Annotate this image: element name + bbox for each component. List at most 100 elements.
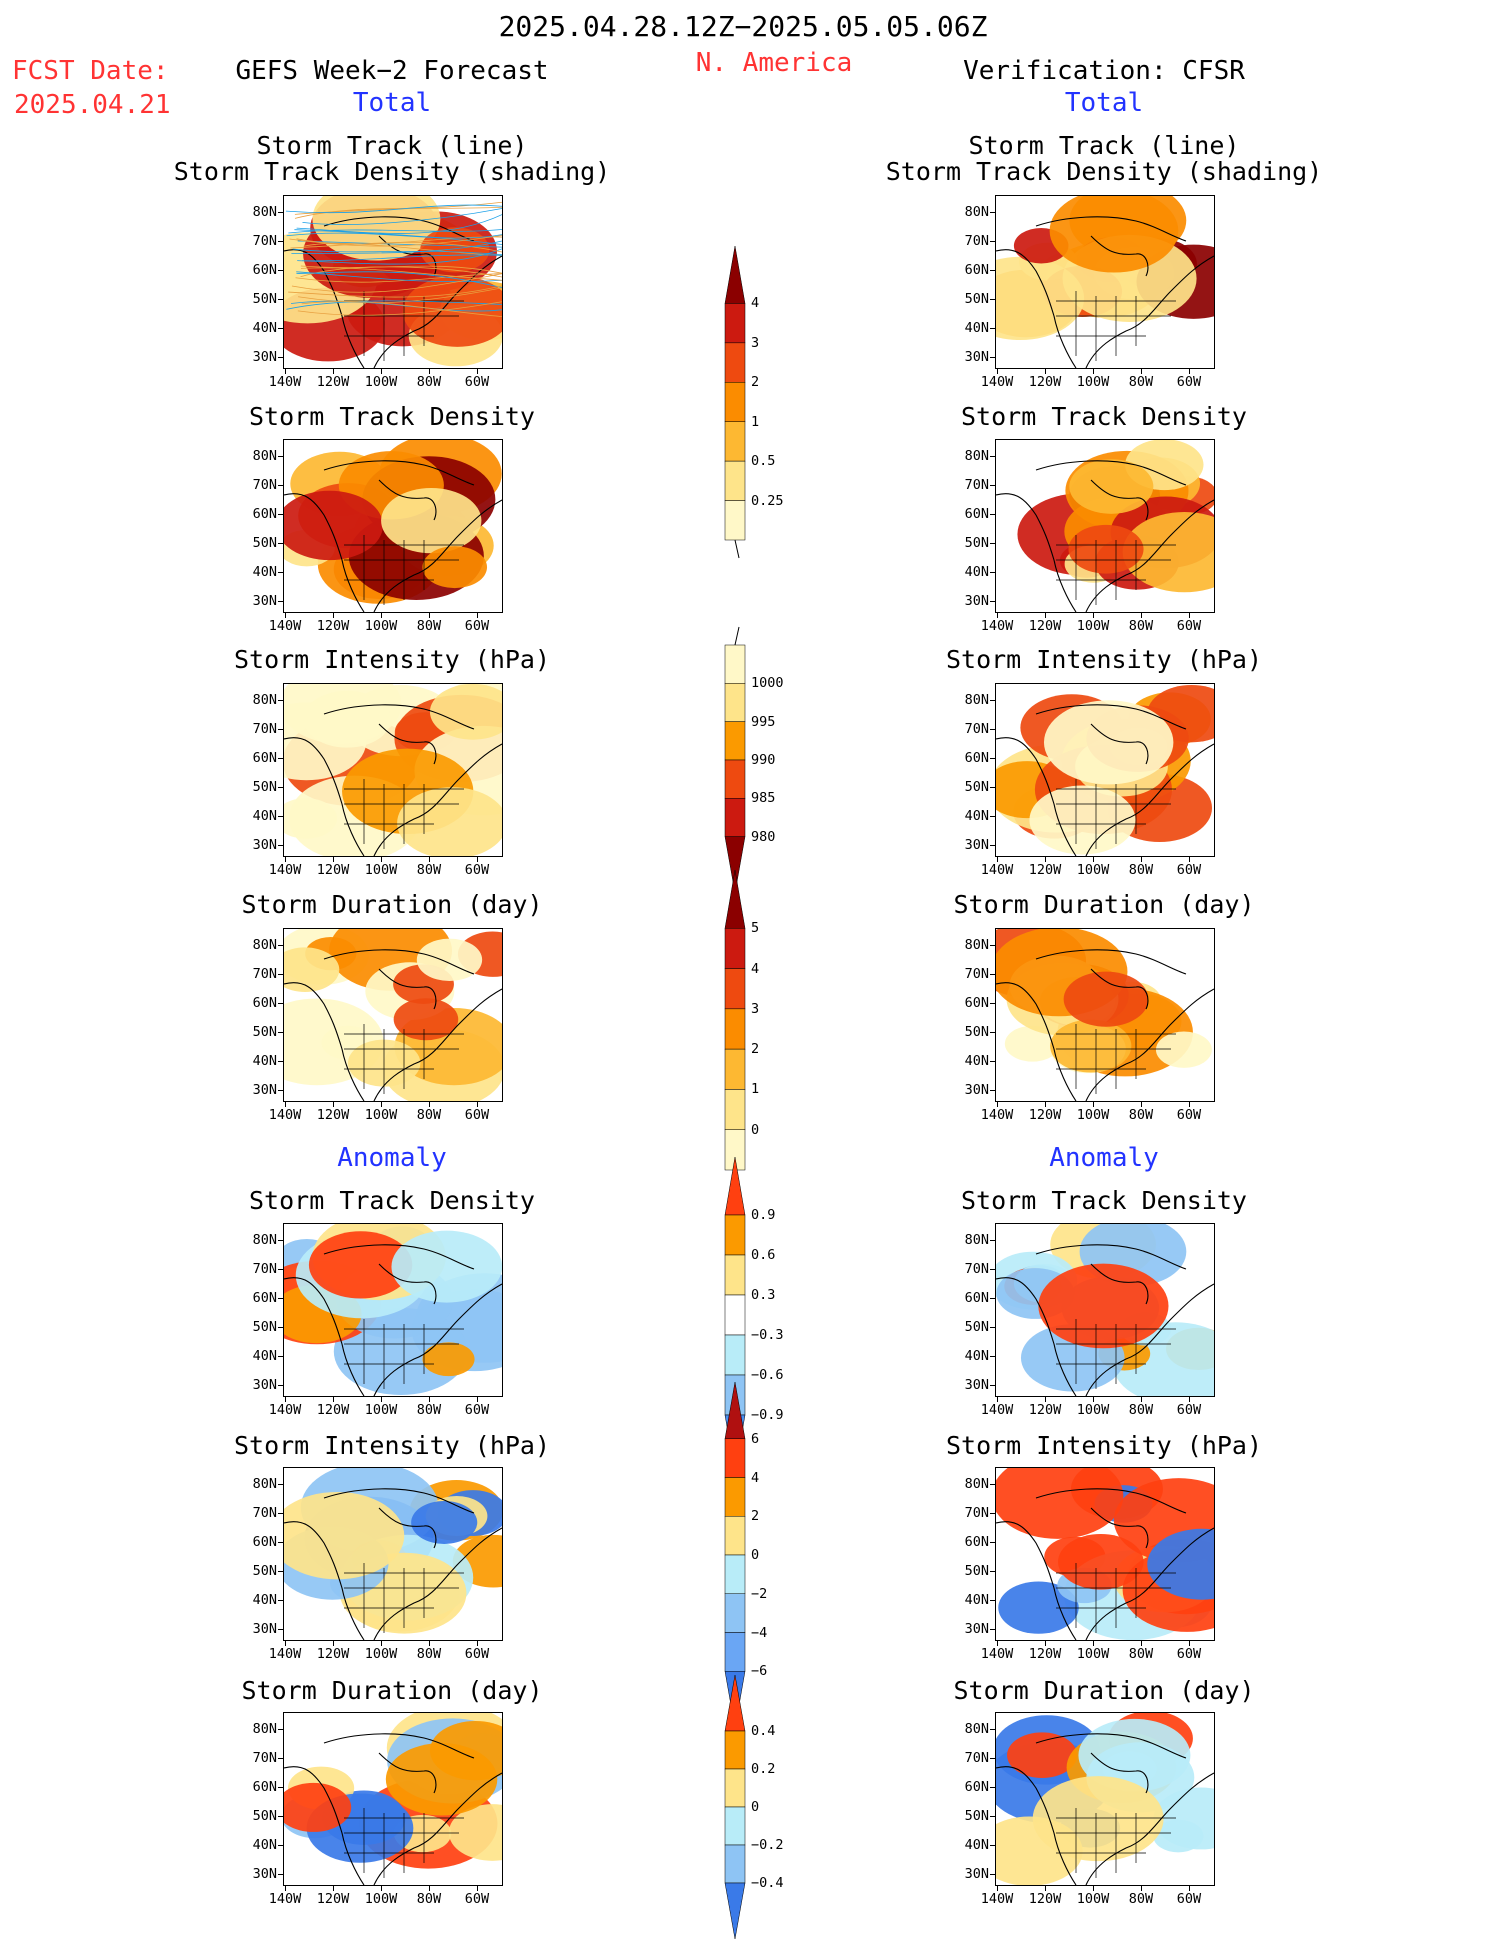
colorbar-label: 0 [751,1121,760,1138]
longitude-label: 100W [1076,374,1110,390]
left-duration-title: Storm Duration (day) [241,890,543,919]
longitude-label: 60W [1176,1891,1202,1907]
coastline [996,1733,1214,1885]
forecast-map-panel [283,1712,503,1886]
latitude-label: 60N [252,506,277,522]
latitude-label: 70N [252,1505,277,1521]
left-total-label: Total [352,88,432,118]
coastline [284,1733,502,1885]
colorbar-segment [724,1844,746,1884]
colorbar-label: −0.2 [751,1837,784,1853]
longitude-label: 80W [416,1646,442,1662]
latitude-label: 70N [252,721,277,737]
latitude-tick [278,729,283,730]
latitude-label: 40N [252,1053,277,1069]
colorbar-segment [724,1806,746,1846]
longitude-label: 140W [980,1107,1014,1123]
longitude-label: 140W [980,374,1014,390]
longitude-tick [429,369,430,374]
latitude-tick [990,1787,995,1788]
shading-blob [422,1342,475,1377]
left-track-title-2: Storm Track Density (shading) [173,157,611,186]
storm-track-line [290,241,502,253]
state-borders [1056,779,1176,849]
colorbar-segment [724,245,746,304]
colorbar-segment [724,1632,746,1672]
latitude-label: 80N [252,1721,277,1737]
latitude-label: 60N [252,995,277,1011]
latitude-label: 50N [964,291,989,307]
storm-track-line [300,267,502,281]
longitude-label: 60W [464,862,490,878]
longitude-tick [333,857,334,862]
latitude-tick [990,456,995,457]
longitude-tick [429,613,430,618]
longitude-label: 60W [464,1646,490,1662]
latitude-tick [278,974,283,975]
latitude-label: 80N [964,1232,989,1248]
storm-track-line [296,271,502,288]
longitude-label: 120W [316,374,350,390]
verification-map-panel [995,195,1215,369]
longitude-label: 100W [364,1107,398,1123]
longitude-tick [285,1102,286,1107]
left-intensity-anom-title: Storm Intensity (hPa) [233,1431,551,1460]
latitude-tick [278,1240,283,1241]
storm-track-line [294,206,502,219]
longitude-label: 120W [1028,1891,1062,1907]
longitude-tick [1045,369,1046,374]
latitude-tick [278,212,283,213]
state-borders [1056,535,1176,605]
state-borders [344,779,464,849]
right-total-label: Total [1064,88,1144,118]
latitude-tick [990,1629,995,1630]
longitude-tick [1141,1102,1142,1107]
verification-map-panel [995,1467,1215,1641]
coastline [284,1244,502,1396]
latitude-tick [278,1090,283,1091]
longitude-label: 120W [316,1107,350,1123]
longitude-tick [477,857,478,862]
longitude-label: 100W [364,1891,398,1907]
forecast-map-panel [283,683,503,857]
latitude-label: 30N [964,1082,989,1098]
colorbar-label: 3 [751,334,760,351]
latitude-label: 40N [252,1592,277,1608]
colorbar-label: 2 [751,374,760,391]
latitude-tick [278,1845,283,1846]
latitude-tick [278,1061,283,1062]
longitude-label: 60W [1176,618,1202,634]
shading-blob [1029,785,1136,855]
colorbar-label: 0.2 [751,1761,776,1777]
verification-map-panel [995,683,1215,857]
left-duration-anom-title: Storm Duration (day) [241,1676,543,1705]
latitude-tick [278,1729,283,1730]
shading-blob [1153,1819,1204,1853]
state-borders [1056,1563,1176,1633]
colorbar-label: 6 [751,1430,760,1447]
longitude-tick [1093,857,1094,862]
longitude-tick [1093,1397,1094,1402]
state-borders [344,1024,464,1094]
longitude-tick [381,1102,382,1107]
latitude-tick [990,1003,995,1004]
state-borders [344,1563,464,1633]
longitude-tick [381,857,382,862]
left-anomaly-label: Anomaly [337,1143,447,1173]
shading-blob [393,998,459,1041]
latitude-tick [278,1758,283,1759]
longitude-tick [333,1102,334,1107]
longitude-label: 80W [1128,618,1154,634]
latitude-tick [990,1845,995,1846]
longitude-tick [333,369,334,374]
verification-map-panel [995,928,1215,1102]
longitude-label: 100W [1076,1107,1110,1123]
colorbar-segment [724,759,746,799]
longitude-tick [1189,1102,1190,1107]
longitude-tick [997,1102,998,1107]
longitude-label: 140W [268,862,302,878]
latitude-label: 40N [964,1837,989,1853]
longitude-label: 120W [316,1646,350,1662]
colorbar-segment [724,683,746,722]
latitude-tick [278,1356,283,1357]
